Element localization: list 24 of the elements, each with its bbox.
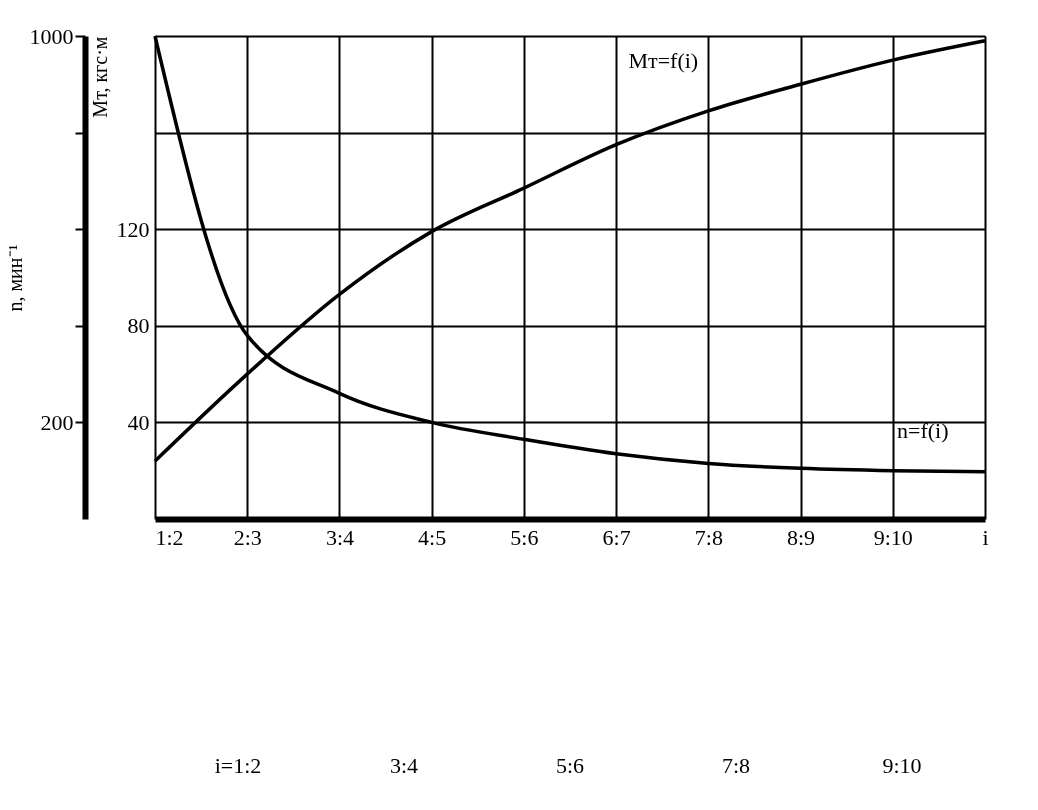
series-label: n=f(i) [897, 417, 949, 443]
text: 3:4 [389, 753, 419, 778]
text: 7:8 [721, 753, 751, 778]
y2-tick-label: 120 [116, 216, 150, 242]
x-tick-label: 6:7 [602, 524, 631, 550]
text: 9:10 [882, 753, 922, 778]
y-tick-label: 200 [40, 409, 74, 435]
x-tick-label: 9:10 [873, 524, 913, 550]
x-tick-label: 2:3 [233, 524, 262, 550]
x-tick-label: 7:8 [694, 524, 723, 550]
x-tick-label: 1:2 [155, 524, 184, 550]
x-axis-title: i [982, 524, 989, 550]
text: i=1:2 [214, 753, 262, 778]
y-axis-title: n, мин⁻¹ [3, 244, 26, 312]
y2-axis-title: Mт, кгс·м [88, 36, 111, 118]
series-label: Mт=f(i) [628, 47, 699, 73]
x-tick-label: 4:5 [418, 524, 447, 550]
x-tick-label: 8:9 [786, 524, 816, 550]
text: 5:6 [555, 753, 585, 778]
y-tick-label: 1000 [29, 23, 74, 49]
x-tick-label: 5:6 [510, 524, 539, 550]
y2-tick-label: 80 [127, 313, 150, 339]
x-tick-label: 3:4 [325, 524, 355, 550]
y2-tick-label: 40 [127, 409, 150, 435]
